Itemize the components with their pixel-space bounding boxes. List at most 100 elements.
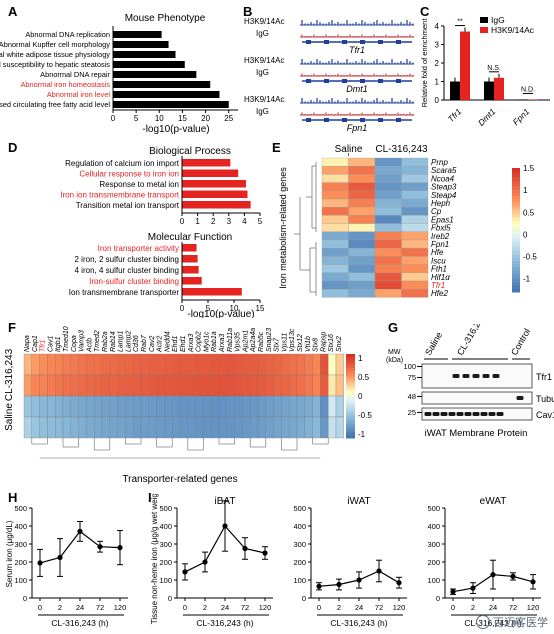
heatmap-cell [348, 256, 376, 265]
data-point [182, 569, 188, 575]
scale-tick-label: -0.5 [358, 411, 372, 420]
heatmap-cell [179, 416, 188, 439]
y-axis-label: Relative fold of enrichment [420, 18, 429, 108]
heatmap-cell [55, 395, 64, 418]
sig-label: N.D. [521, 86, 535, 93]
blot-band [488, 412, 496, 416]
heatmap-cell [348, 157, 376, 167]
heatmap-cell [179, 353, 188, 376]
watermark: 百迈客医学 [476, 614, 548, 630]
phenotype-bar [113, 61, 185, 68]
heatmap-cell [374, 223, 402, 232]
bp-bar [182, 190, 248, 198]
heatmap-cell [374, 248, 402, 257]
heatmap-cell [348, 207, 376, 216]
tick-label: 400 [427, 522, 440, 531]
exon [306, 79, 311, 83]
blot-band [464, 412, 472, 416]
watermark-text: 百迈客医学 [493, 617, 548, 629]
bp-term-label: Iron ion transmembrane transport [60, 191, 180, 200]
color-scale-step [512, 208, 520, 212]
heatmap-cell [117, 374, 126, 397]
gene-label: Cd36 [133, 335, 140, 352]
phenotype-label: Decreased circulating free fatty acid le… [0, 100, 110, 109]
gene-label: Ehd1 [180, 336, 187, 352]
color-scale-step [512, 195, 520, 200]
color-scale-step [346, 396, 355, 400]
exon [360, 118, 365, 122]
x-axis-label: -log10(p-value) [187, 309, 254, 318]
data-point [117, 545, 123, 551]
gene-name: Dmt1 [346, 84, 368, 94]
tick-label: 0 [317, 603, 321, 612]
heatmap-cell [401, 239, 429, 249]
bp-bar [182, 159, 231, 167]
mf-term-label: Iron-sulfur cluster binding [89, 277, 179, 286]
color-scale-step [512, 245, 520, 250]
panel-b-chip-tracks: H3K9/14Ac IgG Tfr1 H3K9/14Ac IgG Dmt1 H3K9/14A… [244, 17, 414, 133]
heatmap-cell [348, 215, 376, 224]
heatmap-cell [348, 248, 376, 257]
gene-label: Scara5 [431, 166, 457, 175]
plot-title: eWAT [480, 496, 507, 507]
heatmap-cell [78, 395, 87, 418]
heatmap-cell [348, 231, 376, 241]
heatmap-cell [164, 395, 173, 418]
heatmap-cell [250, 416, 259, 439]
tick-label: 24 [355, 603, 363, 612]
x-axis-label: CL-316,243 (h) [330, 618, 387, 628]
heatmap-cell [172, 353, 181, 376]
heatmap-cell [47, 374, 56, 397]
heatmap-cell [250, 374, 259, 397]
gene-label: Cav2 [149, 336, 156, 352]
heatmap-cell [133, 416, 142, 439]
heatmap-cell [401, 231, 429, 241]
mw-marker: 100 [403, 362, 416, 371]
gene-label: Lamp1 [118, 330, 125, 352]
heatmap-cell [401, 166, 429, 175]
gene-label: Rab7 [141, 334, 148, 352]
row-group-label: Saline [4, 403, 15, 431]
heatmap-cell [348, 190, 376, 200]
heatmap-cell [140, 374, 149, 397]
phenotype-bar [113, 41, 169, 48]
bp-bar [182, 180, 246, 188]
tick-label: 120 [393, 603, 406, 612]
heatmap-cell [321, 289, 349, 298]
heatmap-cell [31, 416, 40, 439]
heatmap-cell [304, 353, 313, 376]
phenotype-label: Abnormal Kupffer cell morphology [0, 40, 110, 49]
gene-label: Fbxl5 [431, 224, 451, 233]
heatmap-cell [39, 353, 48, 376]
heatmap-cell [62, 416, 71, 439]
heatmap-cell [401, 248, 429, 257]
blot-band [480, 412, 488, 416]
data-point [356, 577, 362, 583]
tick-label: 0 [436, 594, 440, 603]
heatmap-cell [211, 416, 220, 439]
gene-label: Arxa3 [188, 334, 195, 353]
heatmap-cell [320, 416, 329, 439]
tick-label: 1 [195, 217, 200, 226]
color-scale-step [346, 373, 355, 377]
panel-label-d: D [8, 140, 18, 155]
gene-label: Snap23 [266, 328, 273, 352]
heatmap-cell [179, 374, 188, 397]
heatmap-cell [281, 374, 290, 397]
tick-label: 0 [168, 594, 172, 603]
heatmap-cell [156, 416, 165, 439]
scale-tick-label: -0.5 [523, 253, 537, 262]
tick-label: 5 [258, 217, 263, 226]
panel-h-serum-iron-chart: 0 100 200 300 400 500 0 2 24 72 120 CL-316,243 (h) S… [5, 504, 128, 628]
heatmap-cell [304, 416, 313, 439]
gene-label: Lamp2 [125, 330, 132, 352]
heatmap-cell [187, 395, 196, 418]
heatmap-cell [265, 395, 274, 418]
heatmap-cell [348, 198, 376, 208]
heatmap-cell [289, 416, 298, 439]
exon [306, 118, 311, 122]
heatmap-cell [321, 239, 349, 249]
heatmap-cell [203, 353, 212, 376]
data-point [510, 573, 516, 579]
tick-label: 2 [58, 603, 62, 612]
